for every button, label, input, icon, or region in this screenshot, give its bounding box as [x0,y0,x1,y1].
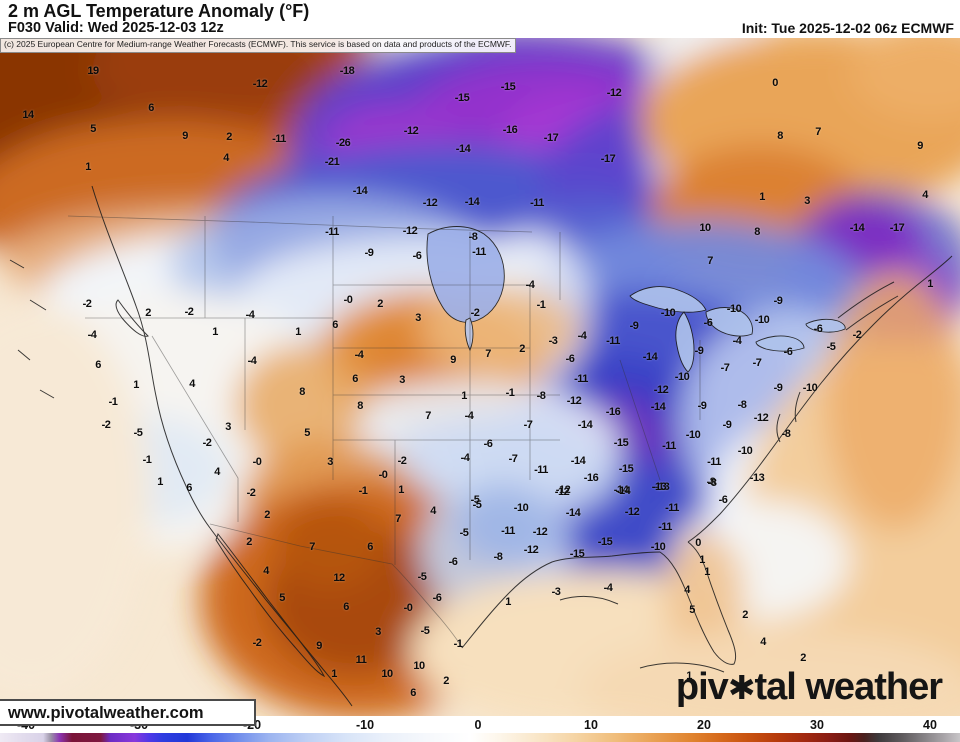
website-url-box: www.pivotalweather.com [0,699,256,726]
colorbar-gradient [0,733,960,742]
copyright-strip: (c) 2025 European Centre for Medium-rang… [0,38,516,53]
logo-text-before: piv [675,666,729,708]
logo-star-icon: ✱ [727,669,756,706]
colorbar-tick-label: 0 [474,718,482,732]
colorbar-tick-label: -10 [355,718,375,732]
logo-text-after: tal weather [754,666,943,708]
valid-time-label: F030 Valid: Wed 2025-12-03 12z [8,20,224,36]
colorbar-tick-label: 40 [923,718,937,732]
colorbar-tick-label: 10 [584,718,598,732]
header: 2 m AGL Temperature Anomaly (°F) F030 Va… [0,0,960,38]
website-url-label: www.pivotalweather.com [8,704,204,722]
init-time-label: Init: Tue 2025-12-02 06z ECMWF [741,20,954,36]
border-lines-layer [67,215,701,649]
pivotal-weather-logo: piv✱tal weather [675,666,943,709]
page-title: 2 m AGL Temperature Anomaly (°F) [8,1,310,21]
colorbar-tick-label: 20 [697,718,711,732]
colorbar-tick-label: 30 [810,718,824,732]
water-bodies-layer [426,226,846,373]
coastline-layer [9,185,953,707]
